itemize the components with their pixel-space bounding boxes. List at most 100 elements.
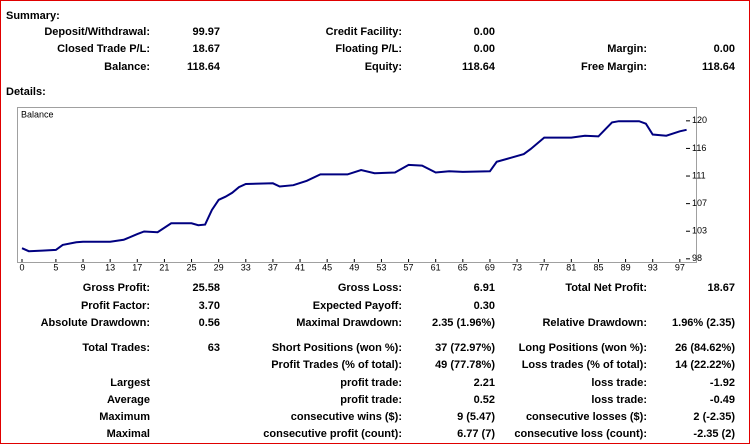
x-tick-label: 17 xyxy=(132,262,142,272)
summary-label: Closed Trade P/L: xyxy=(57,43,150,55)
summary-value: 18.67 xyxy=(192,43,220,55)
x-tick-label: 93 xyxy=(648,262,658,272)
details-value: 2.21 xyxy=(474,377,495,389)
y-tick-label: 120 xyxy=(692,115,707,125)
details-label: Gross Profit: xyxy=(83,282,150,294)
chart-frame xyxy=(17,107,697,263)
details-value: 14 (22.22%) xyxy=(675,359,735,371)
details-label: profit trade: xyxy=(340,377,402,389)
summary-label: Free Margin: xyxy=(581,61,647,73)
x-tick-label: 25 xyxy=(187,262,197,272)
details-value: 2.35 (1.96%) xyxy=(432,317,495,329)
summary-label: Balance: xyxy=(104,61,150,73)
details-label: consecutive profit (count): xyxy=(263,428,402,440)
summary-label: Credit Facility: xyxy=(326,26,402,38)
details-label: Gross Loss: xyxy=(338,282,402,294)
details-label: Loss trades (% of total): xyxy=(522,359,647,371)
x-tick-label: 73 xyxy=(512,262,522,272)
summary-label: Deposit/Withdrawal: xyxy=(44,26,150,38)
summary-value: 99.97 xyxy=(192,26,220,38)
details-label: Maximal xyxy=(107,428,150,440)
details-value: 26 (84.62%) xyxy=(675,342,735,354)
summary-title: Summary: xyxy=(6,10,60,22)
details-value: -0.49 xyxy=(710,394,735,406)
summary-label: Equity: xyxy=(365,61,402,73)
x-tick-label: 57 xyxy=(404,262,414,272)
summary-value: 118.64 xyxy=(187,61,221,73)
x-tick-label: 29 xyxy=(214,262,224,272)
details-label: Total Net Profit: xyxy=(565,282,647,294)
x-tick-label: 45 xyxy=(322,262,332,272)
details-value: 3.70 xyxy=(199,300,220,312)
x-tick-label: 0 xyxy=(19,262,24,272)
x-tick-label: 97 xyxy=(675,262,685,272)
x-tick-label: 85 xyxy=(593,262,603,272)
details-label: Maximum xyxy=(99,411,150,423)
details-label: Profit Factor: xyxy=(81,300,150,312)
details-label: consecutive losses ($): xyxy=(526,411,647,423)
details-title: Details: xyxy=(6,86,46,98)
details-value: 6.91 xyxy=(474,282,495,294)
details-value: 6.77 (7) xyxy=(457,428,495,440)
chart-title: Balance xyxy=(21,109,54,119)
details-label: Profit Trades (% of total): xyxy=(271,359,402,371)
summary-value: 118.64 xyxy=(702,61,736,73)
details-label: loss trade: xyxy=(591,377,647,389)
x-tick-label: 33 xyxy=(241,262,251,272)
details-label: Average xyxy=(107,394,150,406)
details-value: 0.52 xyxy=(474,394,495,406)
summary-value: 0.00 xyxy=(474,43,495,55)
summary-label: Floating P/L: xyxy=(335,43,402,55)
y-tick-label: 107 xyxy=(692,198,707,208)
x-tick-label: 9 xyxy=(81,262,86,272)
y-tick-label: 98 xyxy=(692,253,702,263)
details-label: consecutive loss (count): xyxy=(514,428,647,440)
summary-value: 0.00 xyxy=(474,26,495,38)
details-label: Total Trades: xyxy=(82,342,150,354)
x-tick-label: 13 xyxy=(105,262,115,272)
x-tick-label: 61 xyxy=(431,262,441,272)
details-value: 25.58 xyxy=(192,282,220,294)
details-value: 0.30 xyxy=(474,300,495,312)
y-tick-label: 116 xyxy=(692,143,706,153)
details-value: 9 (5.47) xyxy=(457,411,495,423)
details-label: profit trade: xyxy=(340,394,402,406)
summary-label: Margin: xyxy=(607,43,647,55)
x-tick-label: 21 xyxy=(159,262,169,272)
details-label: Expected Payoff: xyxy=(313,300,402,312)
summary-value: 0.00 xyxy=(714,43,735,55)
summary-value: 118.64 xyxy=(462,61,496,73)
details-value: 37 (72.97%) xyxy=(435,342,495,354)
y-tick-label: 111 xyxy=(692,170,706,180)
x-tick-label: 5 xyxy=(53,262,58,272)
details-label: loss trade: xyxy=(591,394,647,406)
details-value: 18.67 xyxy=(707,282,735,294)
details-label: Absolute Drawdown: xyxy=(41,317,150,329)
y-tick-label: 103 xyxy=(692,226,707,236)
x-tick-label: 37 xyxy=(268,262,278,272)
x-tick-label: 81 xyxy=(566,262,576,272)
balance-line xyxy=(21,120,687,253)
details-value: -2.35 (2) xyxy=(693,428,735,440)
details-value: 1.96% (2.35) xyxy=(672,317,735,329)
details-value: 49 (77.78%) xyxy=(435,359,495,371)
x-tick-label: 41 xyxy=(295,262,305,272)
x-tick-label: 65 xyxy=(458,262,468,272)
x-tick-label: 77 xyxy=(539,262,549,272)
details-value: 0.56 xyxy=(199,317,220,329)
x-tick-label: 53 xyxy=(376,262,386,272)
details-label: Largest xyxy=(110,377,150,389)
details-label: consecutive wins ($): xyxy=(291,411,402,423)
details-value: 63 xyxy=(208,342,220,354)
x-tick-label: 49 xyxy=(349,262,359,272)
details-value: -1.92 xyxy=(710,377,735,389)
details-label: Short Positions (won %): xyxy=(272,342,402,354)
details-value: 2 (-2.35) xyxy=(693,411,735,423)
details-label: Long Positions (won %): xyxy=(519,342,647,354)
x-tick-label: 89 xyxy=(621,262,631,272)
details-label: Maximal Drawdown: xyxy=(296,317,402,329)
details-label: Relative Drawdown: xyxy=(542,317,647,329)
x-tick-label: 69 xyxy=(485,262,495,272)
